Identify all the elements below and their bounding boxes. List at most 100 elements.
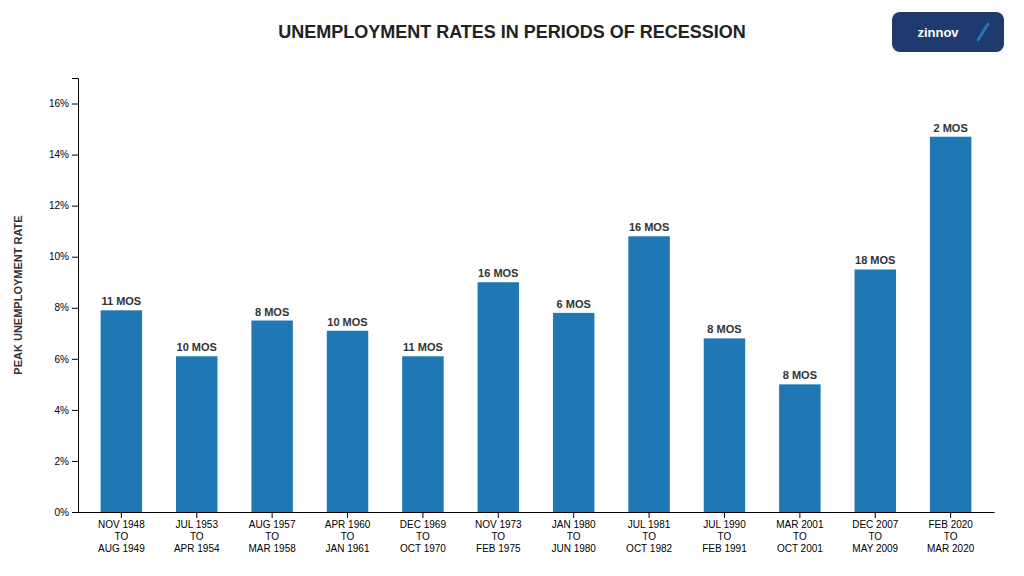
x-tick-label-line: TO [416,531,430,542]
bar [251,321,292,512]
x-tick-label: JUL 1981TOOCT 1982 [626,519,672,554]
x-tick-label: NOV 1948TOAUG 1949 [98,519,145,554]
bar [553,313,594,512]
x-tick: NOV 1973TOFEB 1975 [475,512,522,554]
x-tick-label-line: NOV 1973 [475,519,522,530]
bars [101,137,972,512]
x-tick-label-line: OCT 2001 [777,543,823,554]
x-tick-label-line: APR 1960 [325,519,371,530]
x-tick-label-line: DEC 1969 [400,519,447,530]
x-tick-label-line: MAY 2009 [852,543,898,554]
y-tick-label: 0% [55,507,70,518]
bar-annotation: 18 MOS [855,254,895,266]
bar-annotation: 10 MOS [177,341,217,353]
bar [176,356,217,512]
x-tick-label: JUL 1953TOAPR 1954 [174,519,220,554]
x-tick-label: APR 1960TOJAN 1961 [325,519,371,554]
x-tick-label-line: NOV 1948 [98,519,145,530]
x-tick-label-line: MAR 1958 [249,543,297,554]
x-tick-label: NOV 1973TOFEB 1975 [475,519,522,554]
y-tick-mark [72,512,78,513]
x-tick-label-line: JAN 1980 [552,519,596,530]
x-tick-label-line: APR 1954 [174,543,220,554]
x-tick-label-line: TO [341,531,355,542]
bar [855,269,896,512]
bar-annotation: 8 MOS [783,369,817,381]
x-tick-mark [875,512,876,518]
x-tick-label-line: TO [265,531,279,542]
bar-annotation: 6 MOS [557,298,591,310]
y-tick-mark [72,308,78,309]
bar-annotation: 16 MOS [478,267,518,279]
x-tick: FEB 2020TOMAR 2020 [927,512,975,554]
y-tick-label: 4% [55,405,70,416]
y-axis: 0%2%4%6%8%10%12%14%16% [49,79,79,518]
bar-annotation: 11 MOS [403,341,443,353]
x-tick-mark [498,512,499,518]
x-tick-label-line: JUN 1980 [551,543,596,554]
y-tick-label: 6% [55,354,70,365]
bar [478,282,519,512]
y-tick-label: 14% [49,149,69,160]
x-tick-mark [649,512,650,518]
chart: 0%2%4%6%8%10%12%14%16%NOV 1948TOAUG 1949… [0,0,1024,576]
x-tick-label-line: MAR 2001 [776,519,824,530]
bar-annotation: 2 MOS [934,122,968,134]
y-tick-mark [72,104,78,105]
x-tick: AUG 1957TOMAR 1958 [249,512,297,554]
bar-annotation: 11 MOS [101,295,141,307]
x-tick: DEC 1969TOOCT 1970 [400,512,447,554]
x-tick-mark [196,512,197,518]
x-tick-label-line: FEB 1991 [702,543,747,554]
y-tick: 4% [55,405,78,416]
y-tick: 14% [49,149,78,160]
x-tick-label-line: AUG 1957 [249,519,296,530]
x-tick-label-line: TO [642,531,656,542]
y-tick-mark [72,206,78,207]
x-tick-mark [950,512,951,518]
x-axis-line [79,512,995,513]
x-tick-mark [272,512,273,518]
y-tick-label: 16% [49,98,69,109]
x-tick: JUL 1990TOFEB 1991 [702,512,747,554]
logo-swoosh [978,24,988,40]
y-tick: 6% [55,354,78,365]
x-axis: NOV 1948TOAUG 1949JUL 1953TOAPR 1954AUG … [79,512,995,554]
title: UNEMPLOYMENT RATES IN PERIODS OF RECESSI… [278,22,746,42]
x-tick-label-line: JUL 1981 [628,519,671,530]
y-tick-label: 2% [55,456,70,467]
bar [930,137,971,512]
annotations: 11 MOS 10 MOS 8 MOS 10 MOS 11 MOS 16 MOS 6 MOS… [101,122,967,382]
y-axis-line [72,79,79,513]
x-tick-label: DEC 2007TOMAY 2009 [852,519,899,554]
x-tick-mark [121,512,122,518]
y-tick: 8% [55,302,78,313]
logo: zinnov [892,12,1004,52]
x-tick-label: DEC 1969TOOCT 1970 [400,519,447,554]
y-tick: 16% [49,98,78,109]
x-tick-label-line: TO [567,531,581,542]
y-axis-title: PEAK UNEMPLOYMENT RATE [12,215,24,374]
bar-annotation: 16 MOS [629,221,669,233]
bar [628,236,669,512]
y-tick-mark [72,155,78,156]
x-tick-mark [422,512,423,518]
logo-box [892,12,1004,52]
y-tick: 10% [49,251,78,262]
y-tick-mark [72,359,78,360]
y-tick-mark [72,461,78,462]
bar [704,338,745,512]
x-tick: JAN 1980TOJUN 1980 [551,512,596,554]
bar-annotation: 10 MOS [327,316,367,328]
x-tick-label-line: OCT 1970 [400,543,446,554]
x-tick-label-line: FEB 1975 [476,543,521,554]
x-tick-label-line: JUL 1953 [176,519,219,530]
x-tick-label-line: DEC 2007 [852,519,899,530]
x-tick-label-line: TO [190,531,204,542]
x-tick-label: MAR 2001TOOCT 2001 [776,519,824,554]
x-tick-label: AUG 1957TOMAR 1958 [249,519,297,554]
x-tick-mark [799,512,800,518]
bar [327,331,368,512]
y-tick-mark [72,410,78,411]
logo-text: zinnov [917,25,959,40]
